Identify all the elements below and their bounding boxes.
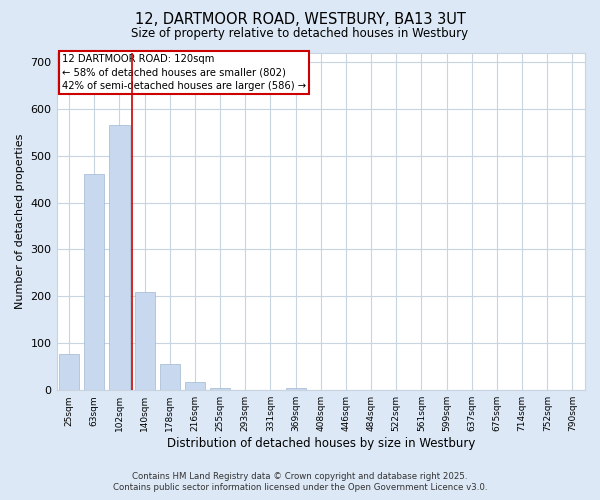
Bar	[59, 354, 79, 390]
Bar	[160, 364, 180, 390]
Bar	[210, 388, 230, 390]
X-axis label: Distribution of detached houses by size in Westbury: Distribution of detached houses by size …	[167, 437, 475, 450]
Text: Size of property relative to detached houses in Westbury: Size of property relative to detached ho…	[131, 28, 469, 40]
Bar	[84, 174, 104, 390]
Text: 12, DARTMOOR ROAD, WESTBURY, BA13 3UT: 12, DARTMOOR ROAD, WESTBURY, BA13 3UT	[134, 12, 466, 28]
Bar	[286, 388, 305, 390]
Bar	[134, 292, 155, 390]
Bar	[185, 382, 205, 390]
Y-axis label: Number of detached properties: Number of detached properties	[15, 134, 25, 309]
Text: Contains HM Land Registry data © Crown copyright and database right 2025.
Contai: Contains HM Land Registry data © Crown c…	[113, 472, 487, 492]
Text: 12 DARTMOOR ROAD: 120sqm
← 58% of detached houses are smaller (802)
42% of semi-: 12 DARTMOOR ROAD: 120sqm ← 58% of detach…	[62, 54, 306, 90]
Bar	[109, 125, 130, 390]
